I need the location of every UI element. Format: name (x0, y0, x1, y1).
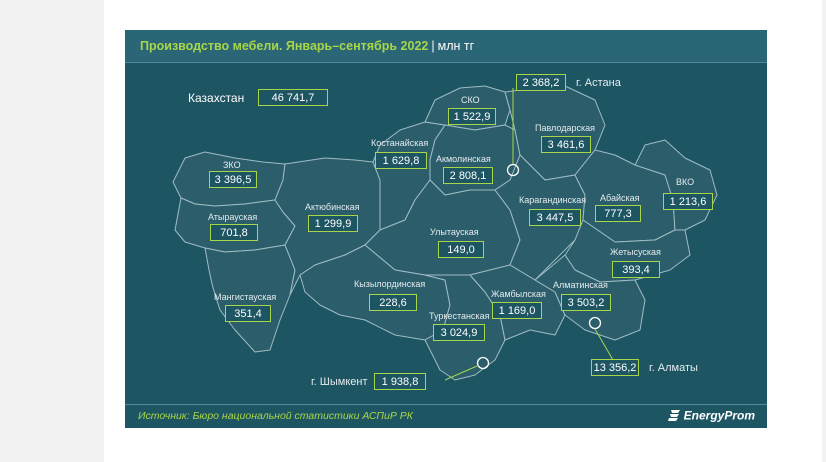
region-value-sko: 1 522,9 (448, 108, 496, 125)
region-label-mangistau: Мангистауская (214, 292, 277, 302)
region-label-pavlodar: Павлодарская (535, 123, 595, 133)
region-value-karaganda: 3 447,5 (529, 209, 581, 226)
city-label-astana: г. Астана (576, 77, 621, 89)
title-main: Производство мебели. Январь–сентябрь 202… (140, 39, 429, 53)
region-label-zhambyl: Жамбылская (491, 289, 546, 299)
title-separator: | (431, 39, 435, 53)
footer-divider (125, 404, 767, 405)
city-value-shymkent: 1 938,8 (374, 373, 426, 390)
energyprom-logo-icon (667, 408, 682, 425)
city-label-shymkent: г. Шымкент (311, 376, 368, 388)
source-note: Источник: Бюро национальной статистики А… (138, 410, 413, 422)
total-value: 46 741,7 (258, 89, 328, 106)
region-value-zhetysu: 393,4 (612, 261, 660, 278)
region-shape-mangistau (204, 244, 296, 353)
region-value-zko: 3 396,5 (209, 171, 257, 188)
region-value-vko: 1 213,6 (663, 193, 713, 210)
region-label-abai: Абайская (600, 193, 640, 203)
region-value-kyzylorda: 228,6 (369, 294, 417, 311)
region-value-abai: 777,3 (595, 205, 641, 222)
title-unit: млн тг (437, 39, 475, 53)
page-right-margin (822, 0, 826, 462)
region-label-ulytau: Улытауская (430, 227, 479, 237)
region-value-akmola: 2 808,1 (443, 167, 493, 184)
region-value-mangistau: 351,4 (225, 305, 271, 322)
region-value-pavlodar: 3 461,6 (541, 136, 591, 153)
region-label-kyzylorda: Кызылординская (354, 279, 426, 289)
region-label-sko: СКО (461, 95, 480, 105)
city-label-almaty: г. Алматы (649, 362, 698, 374)
region-value-zhambyl: 1 169,0 (492, 302, 542, 319)
region-label-atyrau: Атырауская (208, 212, 258, 222)
astana-marker (506, 163, 520, 177)
page-left-margin (0, 0, 104, 462)
region-label-zko: ЗКО (223, 160, 241, 170)
energyprom-logo-text: EnergyProm (683, 408, 755, 423)
region-value-atyrau: 701,8 (210, 224, 258, 241)
region-label-akmola: Акмолинская (436, 154, 491, 164)
region-label-vko: ВКО (676, 177, 695, 187)
infographic-card: Производство мебели. Январь–сентябрь 202… (125, 30, 767, 428)
region-value-aktobe: 1 299,9 (308, 215, 358, 232)
region-label-almaty-region: Алматинская (553, 280, 608, 290)
region-value-almaty-region: 3 503,2 (561, 294, 611, 311)
region-label-kostanay: Костанайская (371, 138, 429, 148)
region-value-ulytau: 149,0 (438, 241, 484, 258)
region-label-zhetysu: Жетысуская (610, 247, 661, 257)
region-value-kostanay: 1 629,8 (375, 152, 427, 169)
infographic-title: Производство мебели. Январь–сентябрь 202… (140, 39, 474, 53)
total-label: Казахстан (188, 91, 245, 105)
kazakhstan-map (172, 85, 718, 381)
region-label-karaganda: Карагандинская (519, 195, 587, 205)
shymkent-leader (444, 365, 478, 381)
region-label-turkestan: Туркестанская (429, 311, 490, 321)
almaty-leader (594, 328, 614, 361)
title-bar: Производство мебели. Январь–сентябрь 202… (125, 30, 767, 63)
region-value-turkestan: 3 024,9 (433, 324, 485, 341)
city-value-almaty: 13 356,2 (591, 359, 639, 376)
region-label-aktobe: Актюбинская (305, 202, 360, 212)
energyprom-logo: EnergyProm (667, 408, 755, 426)
almaty-marker (588, 316, 602, 330)
shymkent-marker (476, 356, 490, 370)
city-value-astana: 2 368,2 (516, 74, 566, 91)
